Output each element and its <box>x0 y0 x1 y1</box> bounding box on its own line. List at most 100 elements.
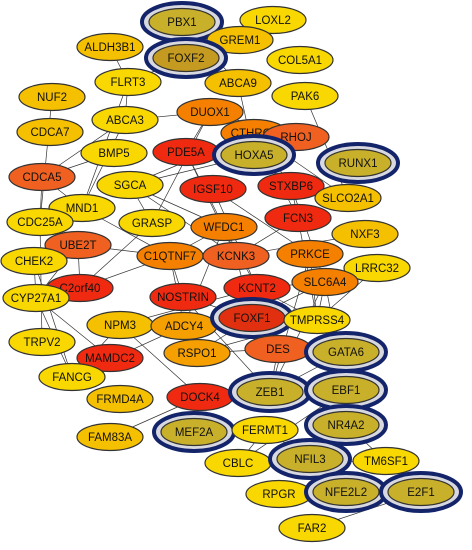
node-label: GREM1 <box>220 35 261 47</box>
node-label: MND1 <box>66 203 99 215</box>
node: ABCA3 <box>91 105 159 135</box>
node-shape <box>236 377 304 407</box>
node: UBE2T <box>44 230 112 260</box>
node-shape <box>312 375 380 405</box>
node: NUF2 <box>18 82 86 112</box>
node: CDCA7 <box>16 117 84 147</box>
node: DOCK4 <box>166 382 234 412</box>
node-label: NPM3 <box>104 320 136 332</box>
node: CDCA5 <box>8 162 76 192</box>
node: BMP5 <box>80 138 148 168</box>
node-label: FANCG <box>52 372 92 384</box>
node-label: CDCA5 <box>23 172 62 184</box>
node-label: LRRC32 <box>355 263 399 275</box>
node-label: NXF3 <box>350 229 379 241</box>
node: GATA6 <box>304 331 388 373</box>
node-label: NOSTRIN <box>157 292 209 304</box>
node-label: RPGR <box>262 489 295 501</box>
node: MEF2A <box>152 411 236 453</box>
node-label: FOXF1 <box>233 313 270 325</box>
node-shape <box>312 337 380 367</box>
node-shape <box>312 410 380 440</box>
node-label: EBF1 <box>332 385 361 397</box>
node-label: CYP27A1 <box>11 293 62 305</box>
node-label: TM6SF1 <box>364 456 408 468</box>
node: LRRC32 <box>343 253 411 283</box>
node-shape <box>76 422 144 452</box>
node: NPM3 <box>86 310 154 340</box>
node: KCNT2 <box>223 273 291 303</box>
node-shape <box>179 174 247 204</box>
node-shape <box>0 246 68 276</box>
node-shape <box>352 446 420 476</box>
node: CHEK2 <box>0 246 68 276</box>
node-label: RSPO1 <box>178 348 217 360</box>
node-label: RHOJ <box>280 132 311 144</box>
node: ZEB1 <box>228 371 312 413</box>
node-shape <box>160 417 228 447</box>
node: MAMDC2 <box>76 343 144 373</box>
node-shape <box>163 338 231 368</box>
node: CBLC <box>204 448 272 478</box>
node: NXF3 <box>331 219 399 249</box>
node-label: NFIL3 <box>294 454 325 466</box>
node-label: CDC25A <box>17 217 63 229</box>
node-shape <box>204 68 272 98</box>
node-shape <box>96 170 164 200</box>
node: ADCY4 <box>150 311 218 341</box>
node-label: ABCA3 <box>106 115 144 127</box>
node: PDE5A <box>152 137 220 167</box>
node-label: IGSF10 <box>193 184 233 196</box>
node: GRASP <box>118 208 186 238</box>
node-label: FCN3 <box>283 213 313 225</box>
node-label: DES <box>266 344 290 356</box>
node-shape <box>8 327 76 357</box>
nodes: PBX1 LOXL2 ALDH3B1 GREM1 COL5A1 FOXF2 FLRT3 ABC… <box>0 1 463 543</box>
node: SLC6A4 <box>291 267 359 297</box>
node: DES <box>244 334 312 364</box>
node-label: KCNT2 <box>238 283 276 295</box>
node-label: NFE2L2 <box>325 487 367 499</box>
node-shape <box>239 5 307 35</box>
node-label: FOXF2 <box>167 53 204 65</box>
node-label: DUOX1 <box>190 107 230 119</box>
node-shape <box>220 140 288 170</box>
node: EBF1 <box>304 369 388 411</box>
node: WFDC1 <box>190 212 258 242</box>
node-shape <box>231 415 299 445</box>
node-shape <box>76 32 144 62</box>
node: COL5A1 <box>266 45 334 75</box>
node-label: SLC6A4 <box>304 277 347 289</box>
node: C1QTNF7 <box>136 241 204 271</box>
node-shape <box>271 81 339 111</box>
node-label: RUNX1 <box>339 158 378 170</box>
node-shape <box>149 282 217 312</box>
node-label: NR4A2 <box>327 420 364 432</box>
node-shape <box>283 305 351 335</box>
node: FOXF2 <box>144 37 228 79</box>
node-shape <box>291 267 359 297</box>
node: FCN3 <box>264 203 332 233</box>
node: SGCA <box>96 170 164 200</box>
node-label: DOCK4 <box>180 392 220 404</box>
node-shape <box>257 171 325 201</box>
node-label: CBLC <box>223 458 254 470</box>
node-label: ALDH3B1 <box>84 42 135 54</box>
node: TMPRSS4 <box>283 305 351 335</box>
node-shape <box>86 384 154 414</box>
node: NOSTRIN <box>149 282 217 312</box>
node-shape <box>331 219 399 249</box>
node-label: ABCA9 <box>219 78 257 90</box>
node-shape <box>44 230 112 260</box>
node: SLCO2A1 <box>314 183 382 213</box>
node-shape <box>76 343 144 373</box>
node: FANCG <box>38 362 106 392</box>
node: KCNK3 <box>202 241 270 271</box>
node: STXBP6 <box>257 171 325 201</box>
node-shape <box>202 241 270 271</box>
node: E2F1 <box>379 471 463 513</box>
node-shape <box>278 513 346 543</box>
node-label: E2F1 <box>407 487 435 499</box>
node-shape <box>176 97 244 127</box>
node-shape <box>38 362 106 392</box>
